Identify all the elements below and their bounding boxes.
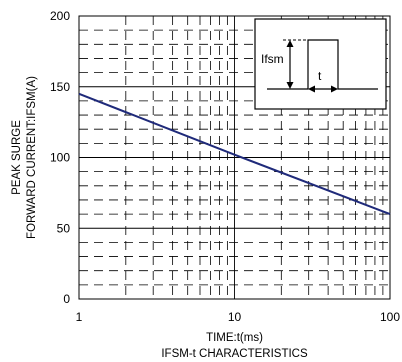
x-tick-labels: 1 10 100: [76, 310, 401, 324]
ifsm-arrow-down-icon: [286, 82, 294, 89]
inset-ifsm-label: Ifsm: [261, 52, 284, 66]
y-axis-label-line2: FORWARD CURRENT:IFSM(A): [26, 76, 38, 239]
x-tick-label: 1: [76, 310, 83, 324]
pulse-waveform: [267, 39, 378, 90]
waveform-inset: Ifsm t: [254, 18, 387, 110]
x-axis-label: TIME:t(ms): [206, 332, 263, 344]
plot-frame: [78, 15, 391, 300]
y-tick-label: 150: [50, 80, 70, 94]
y-axis-label-line1: PEAK SURGE: [11, 120, 23, 195]
t-arrow-left-icon: [308, 85, 315, 93]
y-tick-label: 50: [57, 221, 71, 235]
y-tick-labels: 0 50 100 150 200: [50, 9, 70, 306]
inset-t-label: t: [318, 69, 322, 83]
x-tick-label: 100: [380, 310, 400, 324]
x-tick-label: 10: [228, 310, 242, 324]
ifsm-arrow-up-icon: [286, 40, 294, 47]
chart-title: IFSM-t CHARACTERISTICS: [161, 348, 308, 360]
y-tick-label: 200: [50, 9, 70, 23]
y-tick-label: 0: [63, 292, 70, 306]
y-tick-label: 100: [50, 151, 70, 165]
surge-current-curve: [78, 92, 391, 216]
t-arrow-right-icon: [331, 85, 338, 93]
inset-frame: [254, 18, 387, 110]
